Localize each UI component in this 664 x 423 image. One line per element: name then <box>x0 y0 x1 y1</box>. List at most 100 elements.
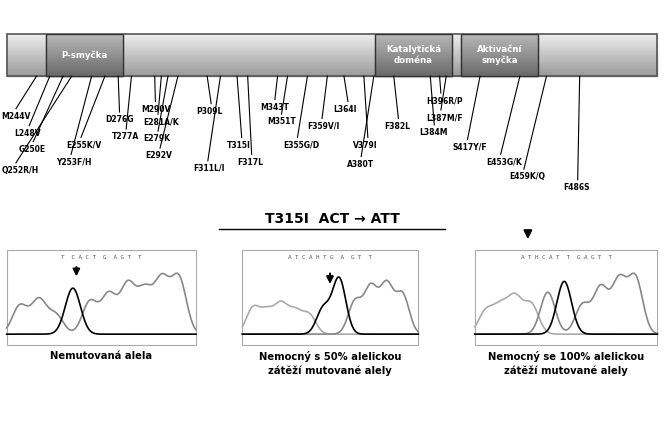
Text: M351T: M351T <box>267 117 295 126</box>
Bar <box>46 34 123 76</box>
Bar <box>375 66 452 68</box>
Bar <box>7 39 657 41</box>
Bar <box>461 47 538 49</box>
Bar <box>375 42 452 44</box>
Text: F359V/I: F359V/I <box>307 121 340 131</box>
Text: Katalytická
doména: Katalytická doména <box>386 45 441 65</box>
Bar <box>7 58 657 59</box>
Bar <box>7 51 657 52</box>
Bar <box>461 72 538 74</box>
Bar <box>461 42 538 44</box>
Bar <box>375 74 452 76</box>
Text: A T C A H T G  A  G T  T: A T C A H T G A G T T <box>288 255 373 260</box>
Bar <box>7 75 657 76</box>
Text: T315I  ACT → ATT: T315I ACT → ATT <box>264 212 400 226</box>
Bar <box>7 63 657 65</box>
Bar <box>375 34 452 76</box>
Bar <box>46 34 123 36</box>
Text: E355G/D: E355G/D <box>283 140 319 150</box>
Text: M244V: M244V <box>1 112 31 121</box>
Bar <box>7 48 657 49</box>
Text: H396R/P: H396R/P <box>426 96 463 105</box>
Text: P-smyčka: P-smyčka <box>62 50 108 60</box>
Bar <box>461 51 538 53</box>
Text: L364I: L364I <box>333 104 357 114</box>
Bar <box>7 42 657 44</box>
Bar <box>461 59 538 61</box>
Bar <box>461 34 538 76</box>
Bar <box>46 47 123 49</box>
Bar <box>7 41 657 42</box>
Bar <box>46 66 123 68</box>
Bar <box>7 52 657 54</box>
Text: F311L/I: F311L/I <box>193 164 224 173</box>
Text: E453G/K: E453G/K <box>486 157 522 167</box>
Bar <box>461 53 538 55</box>
Bar <box>375 70 452 72</box>
Bar <box>375 55 452 57</box>
Bar <box>375 61 452 63</box>
Text: A380T: A380T <box>347 159 374 169</box>
Text: G250E: G250E <box>19 145 46 154</box>
Bar <box>7 47 657 48</box>
Bar <box>461 55 538 57</box>
Text: T315I: T315I <box>227 140 251 150</box>
Text: Aktivační
smyčka: Aktivační smyčka <box>477 44 523 66</box>
Text: Nemutovaná alela: Nemutovaná alela <box>50 351 152 361</box>
Bar <box>461 57 538 59</box>
Text: F317L: F317L <box>237 157 263 167</box>
Bar <box>7 68 657 69</box>
Bar <box>375 40 452 42</box>
Text: L248V: L248V <box>15 129 41 138</box>
Bar <box>461 66 538 68</box>
Bar <box>46 72 123 74</box>
Bar <box>46 57 123 59</box>
Bar <box>7 35 657 37</box>
Bar <box>7 56 657 58</box>
Bar <box>375 47 452 49</box>
Text: L384M: L384M <box>420 128 448 137</box>
Bar <box>7 62 657 63</box>
Bar <box>7 37 657 38</box>
Bar <box>7 72 657 73</box>
Bar <box>375 38 452 40</box>
Bar <box>46 70 123 72</box>
Bar <box>375 44 452 47</box>
Bar <box>375 36 452 38</box>
Bar <box>46 42 123 44</box>
Bar <box>46 53 123 55</box>
Text: L387M/F: L387M/F <box>426 113 463 122</box>
Bar <box>375 68 452 70</box>
Bar <box>461 74 538 76</box>
Text: A T H C A T  T  G A G T  T: A T H C A T T G A G T T <box>521 255 612 260</box>
Bar <box>46 36 123 38</box>
Bar <box>375 63 452 66</box>
Text: P309L: P309L <box>197 107 223 116</box>
Bar <box>461 44 538 47</box>
Bar <box>461 63 538 66</box>
Bar <box>46 74 123 76</box>
Bar <box>7 69 657 71</box>
Bar <box>375 34 452 36</box>
Bar <box>375 49 452 51</box>
Bar <box>7 38 657 39</box>
Bar <box>46 38 123 40</box>
Bar <box>461 36 538 38</box>
Text: E255K/V: E255K/V <box>66 140 102 150</box>
Bar <box>46 40 123 42</box>
Bar <box>242 250 418 345</box>
Text: Y253F/H: Y253F/H <box>56 157 92 167</box>
Bar <box>7 65 657 66</box>
Bar <box>375 53 452 55</box>
Text: E292V: E292V <box>145 151 172 160</box>
Bar <box>461 68 538 70</box>
Bar <box>46 63 123 66</box>
Bar <box>461 38 538 40</box>
Text: E279K: E279K <box>143 134 171 143</box>
Text: Q252R/H: Q252R/H <box>1 166 39 175</box>
Bar <box>7 34 657 35</box>
Bar <box>375 57 452 59</box>
Bar <box>46 49 123 51</box>
Text: E281A/K: E281A/K <box>143 117 179 126</box>
Text: T  C A C T  G  A G T  T: T C A C T G A G T T <box>61 255 141 260</box>
